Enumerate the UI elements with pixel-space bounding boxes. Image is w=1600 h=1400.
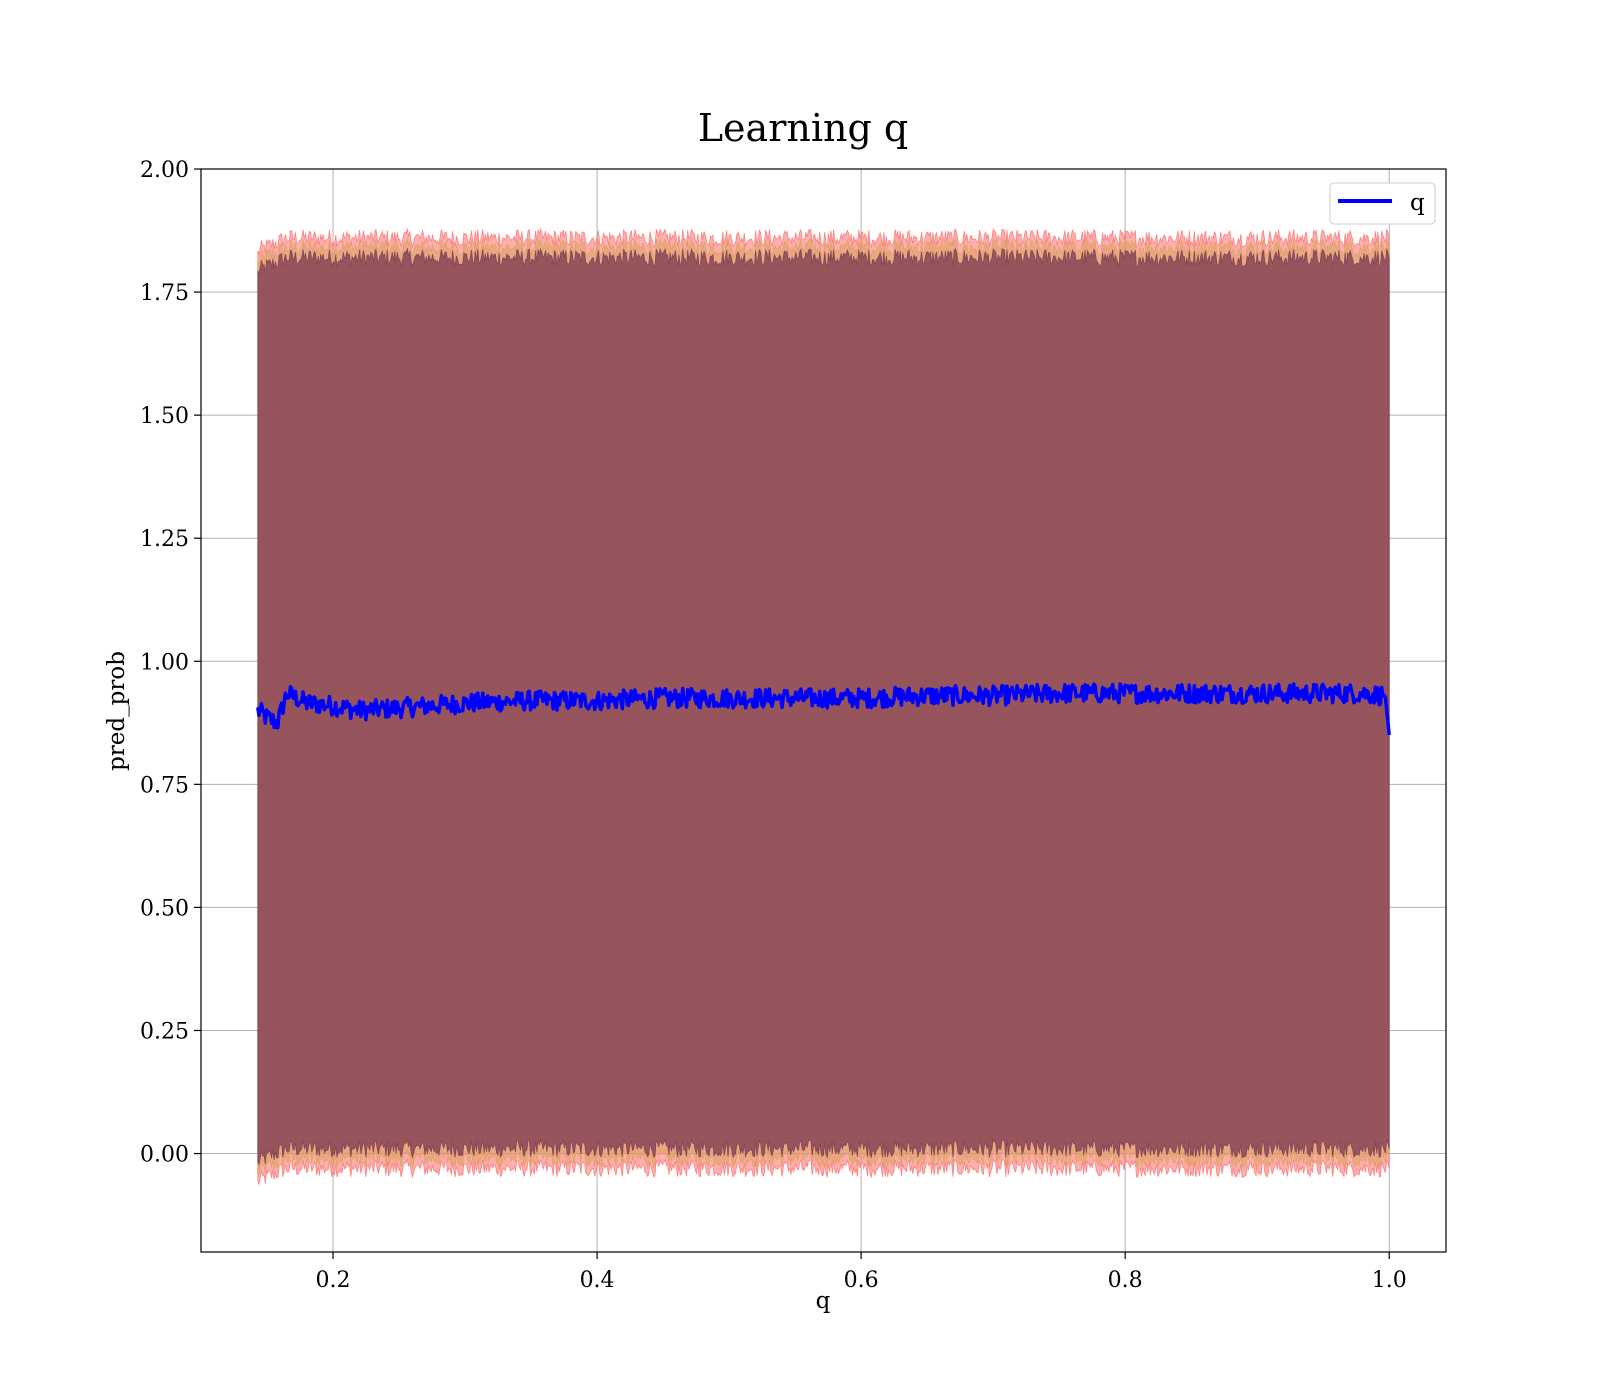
y-tick-label: 0.50	[140, 896, 189, 921]
y-tick-label: 1.50	[140, 404, 189, 429]
y-axis-label: pred_prob	[104, 651, 130, 771]
y-tick-label: 1.00	[140, 650, 189, 675]
plot-frame	[200, 168, 1447, 1253]
y-axis-ticks: 0.00 0.25 0.50 0.75 1.00 1.25 1.50 1.75 2.00	[140, 158, 201, 1168]
x-tick-label: 0.8	[1108, 1268, 1143, 1293]
confidence-bands	[257, 227, 1390, 1186]
x-axis-label: q	[816, 1288, 831, 1314]
y-tick-label: 0.75	[140, 773, 189, 798]
legend-label-q: q	[1410, 190, 1425, 216]
series-lines	[256, 682, 1391, 736]
legend-box	[1329, 182, 1436, 225]
y-tick-label: 1.25	[140, 527, 189, 552]
y-tick-label: 0.00	[140, 1143, 189, 1168]
legend: q	[1329, 182, 1436, 225]
x-tick-label: 0.6	[844, 1268, 879, 1293]
x-tick-label: 0.2	[316, 1268, 351, 1293]
series-line-q	[256, 682, 1391, 736]
x-tick-label: 1.0	[1372, 1268, 1407, 1293]
chart-title: Learning q	[698, 106, 908, 150]
y-tick-label: 0.25	[140, 1019, 189, 1044]
x-tick-label: 0.4	[580, 1268, 615, 1293]
x-axis-ticks: 0.2 0.4 0.6 0.8 1.0	[316, 1252, 1407, 1293]
y-tick-label: 2.00	[140, 158, 189, 183]
y-tick-label: 1.75	[140, 281, 189, 306]
